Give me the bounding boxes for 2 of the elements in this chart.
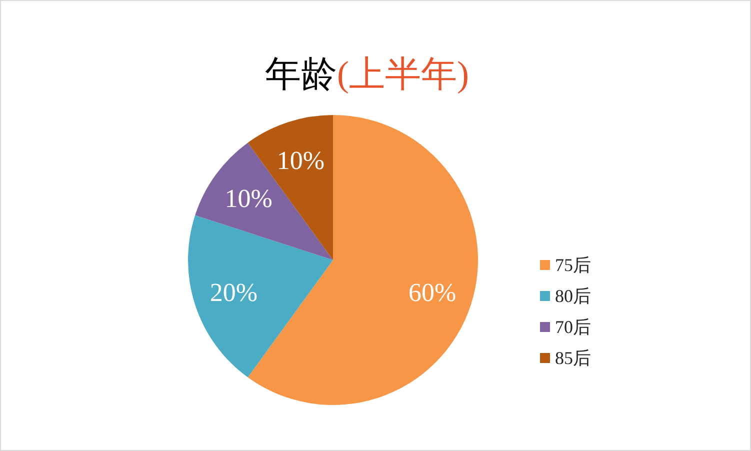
title: 年龄 (265, 54, 337, 94)
subtitle: (上半年) (337, 54, 469, 94)
